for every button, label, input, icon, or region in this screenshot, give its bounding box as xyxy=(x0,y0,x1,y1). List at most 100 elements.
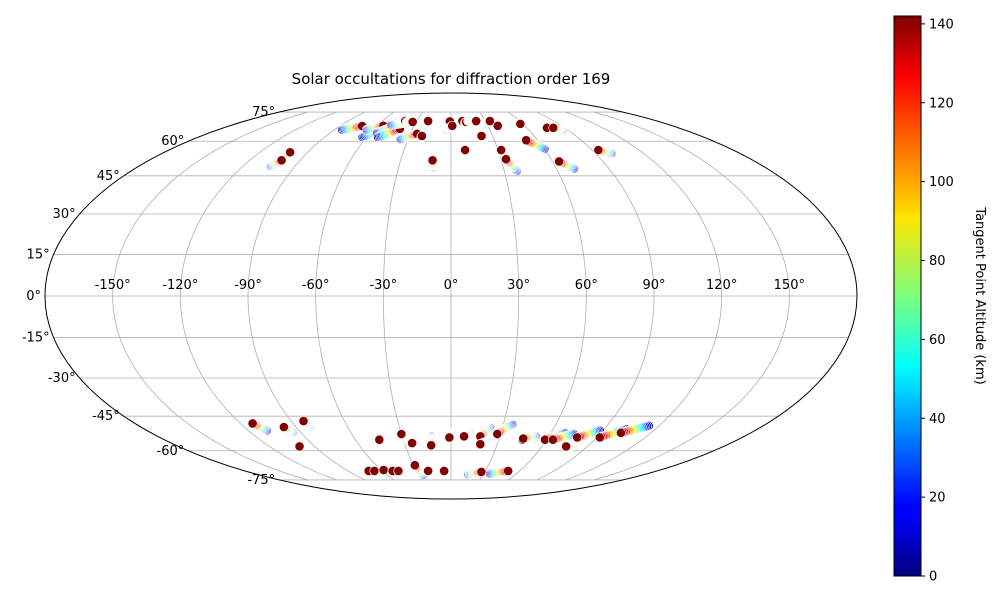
occultation-track xyxy=(466,116,482,126)
track-point xyxy=(594,432,605,443)
occultation-track xyxy=(378,465,389,475)
track-point xyxy=(572,432,583,443)
occultation-track xyxy=(374,434,385,445)
colorbar xyxy=(893,15,922,577)
axis-tick-labels: -150° -120° -90° -60° -30° 0° 30° 60° 90° 120° 150… xyxy=(22,105,805,488)
track-point xyxy=(285,147,296,158)
track-point xyxy=(492,429,503,439)
track-point xyxy=(561,441,572,452)
occultation-tracks xyxy=(247,116,654,480)
occultation-track xyxy=(420,466,434,476)
track-point xyxy=(518,433,529,444)
colorbar-tick-label: 80 xyxy=(929,254,946,269)
track-point xyxy=(393,466,404,476)
y-tick-label: -15° xyxy=(22,331,50,346)
track-point xyxy=(492,120,503,131)
colorbar-tick-label: 140 xyxy=(929,17,954,32)
map-graticule xyxy=(45,111,857,481)
occultation-track xyxy=(427,155,439,173)
colorbar-ticks: 0 20 40 60 80 100 120 140 xyxy=(921,17,954,585)
y-tick-label: 0° xyxy=(26,289,41,304)
occultation-track xyxy=(444,427,458,443)
occultation-track xyxy=(442,120,458,135)
track-point xyxy=(298,416,309,426)
colorbar-tick-label: 100 xyxy=(929,175,954,190)
occultation-track xyxy=(247,418,272,436)
track-point xyxy=(407,117,418,127)
x-tick-label: -120° xyxy=(162,278,198,293)
track-point xyxy=(476,131,487,141)
occultation-track xyxy=(561,441,576,452)
track-point xyxy=(503,466,514,476)
occultation-track xyxy=(436,466,450,478)
y-tick-label: 15° xyxy=(27,247,50,262)
x-tick-label: -60° xyxy=(302,278,330,293)
track-point xyxy=(460,145,471,155)
colorbar-tick-label: 60 xyxy=(929,333,946,348)
x-tick-label: -30° xyxy=(369,278,397,293)
occultation-track xyxy=(509,118,526,129)
track-point xyxy=(501,154,511,165)
occultation-track xyxy=(416,131,427,142)
track-point xyxy=(416,131,427,141)
track-point xyxy=(476,466,487,477)
y-tick-label: -60° xyxy=(157,444,185,459)
track-point xyxy=(484,116,495,126)
occultation-track xyxy=(278,422,299,437)
occultation-track xyxy=(501,154,522,176)
track-point xyxy=(593,145,604,155)
track-point xyxy=(496,145,507,155)
occultation-track xyxy=(616,420,654,438)
track-point xyxy=(616,427,626,438)
colorbar-tick-label: 40 xyxy=(929,412,946,427)
track-point xyxy=(515,118,526,129)
occultation-track xyxy=(492,120,504,131)
occultation-track xyxy=(393,466,405,477)
y-tick-label: 30° xyxy=(53,207,76,222)
occultation-track xyxy=(426,431,437,451)
occultation-track xyxy=(482,116,495,127)
track-point xyxy=(471,116,482,126)
track-point xyxy=(427,155,438,166)
track-point xyxy=(407,438,418,448)
occultation-track xyxy=(518,431,541,444)
track-point xyxy=(475,439,486,450)
track-point xyxy=(439,466,450,476)
track-point xyxy=(369,466,380,476)
track-point xyxy=(548,122,559,133)
occultation-track xyxy=(476,131,489,144)
track-point xyxy=(447,120,458,131)
y-tick-label: -45° xyxy=(92,409,120,424)
y-tick-label: -30° xyxy=(48,371,76,386)
track-point xyxy=(423,116,434,126)
occultation-track xyxy=(294,441,305,452)
occultation-track xyxy=(593,145,617,159)
occultation-track xyxy=(554,156,579,174)
x-tick-label: -90° xyxy=(234,278,262,293)
track-point xyxy=(409,460,420,471)
track-point xyxy=(378,465,389,475)
x-tick-label: 90° xyxy=(642,278,665,293)
occultation-track xyxy=(459,426,475,442)
occultation-track xyxy=(298,416,316,431)
x-tick-label: -150° xyxy=(95,278,131,293)
x-tick-label: 0° xyxy=(444,278,459,293)
occultation-track xyxy=(492,419,517,439)
y-tick-label: 45° xyxy=(97,169,120,184)
track-point xyxy=(423,466,434,476)
track-point xyxy=(374,434,385,445)
track-point xyxy=(521,135,532,146)
occultation-track xyxy=(419,116,434,126)
occultation-track xyxy=(548,429,579,445)
occultation-track xyxy=(521,135,550,154)
track-point xyxy=(459,431,469,442)
track-point xyxy=(278,422,289,432)
occultation-track xyxy=(475,437,491,450)
occultation-track xyxy=(463,466,487,480)
occultation-track xyxy=(548,122,568,136)
y-tick-label: 75° xyxy=(252,105,275,120)
occultation-track xyxy=(475,423,496,442)
colorbar-tick-label: 20 xyxy=(929,491,946,506)
track-point xyxy=(548,434,558,445)
